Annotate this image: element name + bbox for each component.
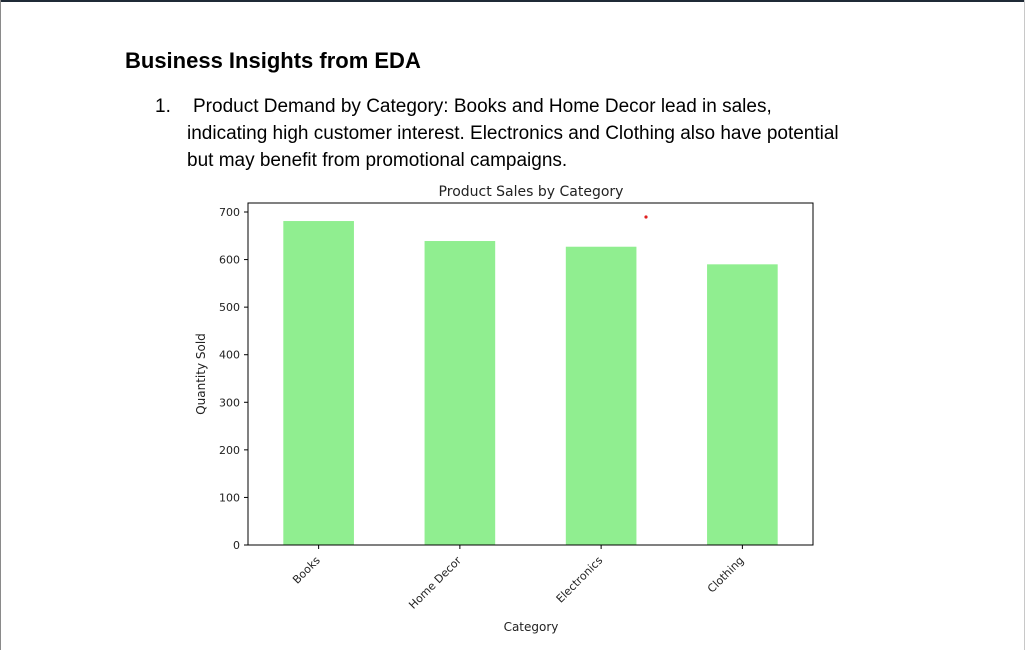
bar-books [283, 221, 354, 545]
y-tick-label: 600 [219, 254, 240, 267]
bars-layer [283, 221, 778, 546]
y-tick-label: 100 [219, 491, 240, 504]
y-tick-label: 0 [233, 539, 240, 552]
stray-marker-dot [644, 215, 648, 219]
y-axis-label: Quantity Sold [194, 333, 208, 415]
chart-title: Product Sales by Category [439, 184, 624, 200]
x-axis-label: Category [504, 620, 559, 634]
document-title: Business Insights from EDA [125, 47, 421, 73]
bar-electronics [565, 246, 637, 545]
y-tick-label: 200 [219, 444, 240, 457]
y-axis: 0 100 200 300 400 500 600 700 [219, 206, 248, 552]
x-tick-label: Clothing [705, 554, 747, 596]
y-tick-label: 700 [219, 206, 240, 219]
insight-line: indicating high customer interest. Elect… [187, 123, 839, 144]
window-top-border [0, 0, 1025, 2]
bar-clothing [707, 264, 778, 545]
x-tick-label: Books [290, 554, 323, 587]
plot-frame [247, 202, 814, 546]
insight-line: Product Demand by Category: Books and Ho… [193, 96, 772, 117]
y-tick-label: 500 [219, 301, 240, 314]
bar-home-decor [424, 241, 496, 546]
x-tick-label: Home Decor [406, 554, 464, 612]
x-axis: Books Home Decor Electronics Clothing [290, 545, 746, 612]
insight-line: but may benefit from promotional campaig… [187, 150, 568, 171]
x-tick-label: Electronics [554, 554, 606, 606]
insight-number: 1. [155, 96, 171, 117]
window-left-border [0, 0, 1, 650]
y-tick-label: 300 [219, 396, 240, 409]
y-tick-label: 400 [219, 349, 240, 362]
bar-chart: Product Sales by Category 0 100 200 300 400 5… [194, 184, 814, 634]
insight-text: Product Demand by Category: Books and Ho… [187, 93, 947, 174]
